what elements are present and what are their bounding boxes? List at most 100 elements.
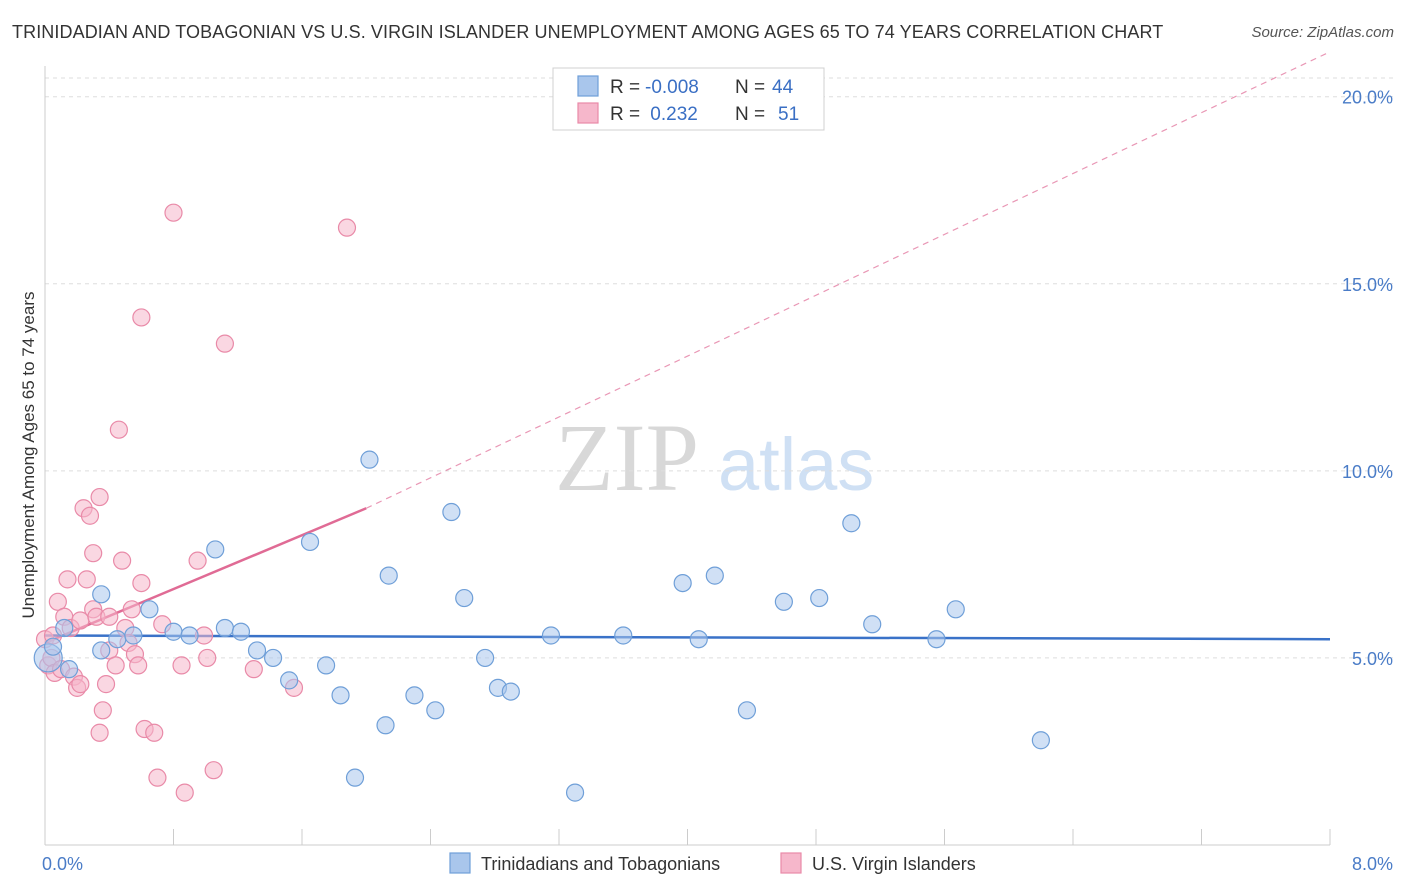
y-axis-label: Unemployment Among Ages 65 to 74 years: [19, 292, 38, 619]
point-trinidadian: [180, 626, 199, 645]
legend-r-value-1: -0.008: [645, 77, 699, 98]
point-virgin-islander: [106, 656, 125, 675]
point-trinidadian: [774, 592, 793, 611]
point-virgin-islander: [90, 723, 109, 742]
point-trinidadian: [247, 641, 267, 660]
point-trinidadian: [426, 701, 445, 720]
point-virgin-islander: [244, 660, 263, 679]
point-virgin-islander: [48, 592, 67, 611]
data-points: [33, 203, 1050, 802]
watermark-zip: ZIP: [555, 404, 699, 511]
stats-legend: R = -0.008 N = 44 R = 0.232 N = 51: [552, 67, 825, 131]
point-virgin-islander: [198, 648, 217, 668]
point-trinidadian: [863, 615, 882, 634]
point-trinidadian: [43, 637, 63, 656]
point-trinidadian: [810, 588, 829, 608]
series-legend-swatch-pink: [780, 852, 802, 874]
point-trinidadian: [442, 502, 461, 522]
point-trinidadian: [280, 671, 299, 690]
series-legend-swatch-blue: [449, 852, 471, 874]
series-legend-label-1: Trinidadians and Tobagonians: [481, 854, 720, 874]
point-trinidadian: [215, 618, 234, 638]
y-tick-label: 20.0%: [1342, 88, 1393, 108]
point-trinidadian: [673, 573, 692, 593]
point-virgin-islander: [109, 420, 128, 439]
trend-line-virgin-islander-extended: [365, 51, 1331, 509]
point-trinidadian: [842, 514, 861, 533]
watermark-atlas: atlas: [718, 423, 874, 506]
point-virgin-islander: [112, 551, 132, 570]
y-tick-label: 10.0%: [1342, 462, 1393, 482]
point-virgin-islander: [204, 761, 223, 780]
point-virgin-islander: [132, 573, 151, 593]
point-virgin-islander: [175, 783, 194, 802]
point-virgin-islander: [337, 218, 357, 237]
legend-r-value-2: 0.232: [645, 104, 698, 125]
x-tick-label: 8.0%: [1352, 854, 1393, 874]
point-virgin-islander: [90, 487, 109, 507]
legend-r-label-2: R =: [610, 104, 640, 125]
legend-swatch-blue: [577, 75, 599, 97]
point-trinidadian: [300, 532, 320, 552]
point-trinidadian: [455, 588, 474, 608]
point-trinidadian: [376, 716, 395, 735]
point-trinidadian: [476, 648, 495, 668]
trend-line-trinidadian: [44, 634, 1331, 641]
point-trinidadian: [92, 641, 111, 660]
point-trinidadian: [124, 626, 143, 645]
point-virgin-islander: [129, 656, 148, 675]
point-trinidadian: [345, 768, 365, 787]
point-virgin-islander: [84, 544, 103, 563]
point-virgin-islander: [96, 675, 116, 694]
point-trinidadian: [59, 660, 79, 679]
point-trinidadian: [92, 585, 111, 604]
point-trinidadian: [206, 540, 225, 559]
legend-n-value-2: 51: [778, 104, 799, 125]
y-tick-label: 15.0%: [1342, 275, 1393, 295]
point-trinidadian: [705, 566, 724, 585]
point-trinidadian: [263, 648, 283, 668]
point-trinidadian: [927, 630, 946, 649]
point-virgin-islander: [145, 723, 164, 742]
point-virgin-islander: [93, 701, 112, 720]
point-virgin-islander: [71, 675, 90, 694]
legend-n-label-2: N =: [735, 104, 765, 125]
point-trinidadian: [108, 630, 127, 649]
point-trinidadian: [140, 600, 159, 619]
point-trinidadian: [946, 600, 965, 619]
point-trinidadian: [316, 656, 336, 675]
series-legend-label-2: U.S. Virgin Islanders: [812, 854, 976, 874]
point-virgin-islander: [58, 570, 77, 589]
point-trinidadian: [565, 783, 585, 802]
point-trinidadian: [360, 450, 379, 469]
point-virgin-islander: [188, 551, 207, 570]
y-tick-label: 5.0%: [1352, 649, 1393, 669]
point-trinidadian: [331, 686, 350, 705]
point-trinidadian: [231, 622, 251, 641]
source-label: Source: ZipAtlas.com: [1251, 24, 1394, 41]
point-virgin-islander: [172, 656, 191, 675]
point-trinidadian: [379, 566, 398, 585]
point-trinidadian: [1031, 731, 1050, 750]
point-trinidadian: [405, 686, 424, 705]
x-tick-label: 0.0%: [42, 854, 83, 874]
point-virgin-islander: [80, 506, 100, 525]
point-trinidadian: [737, 701, 757, 720]
point-virgin-islander: [77, 570, 96, 589]
point-trinidadian: [614, 626, 633, 645]
axes: [44, 66, 1331, 846]
legend-r-label-1: R =: [610, 77, 640, 98]
point-trinidadian: [689, 630, 708, 649]
point-trinidadian: [55, 618, 74, 638]
point-virgin-islander: [100, 607, 119, 626]
point-virgin-islander: [132, 308, 151, 327]
series-legend: Trinidadians and Tobagonians U.S. Virgin…: [449, 852, 976, 874]
point-virgin-islander: [148, 768, 167, 787]
point-trinidadian: [164, 622, 183, 641]
tick-labels: 5.0% 10.0% 15.0% 20.0% 0.0% 8.0%: [42, 88, 1393, 874]
point-trinidadian: [501, 682, 520, 701]
legend-n-label-1: N =: [735, 77, 765, 98]
legend-swatch-pink: [577, 102, 599, 124]
point-virgin-islander: [215, 334, 234, 353]
